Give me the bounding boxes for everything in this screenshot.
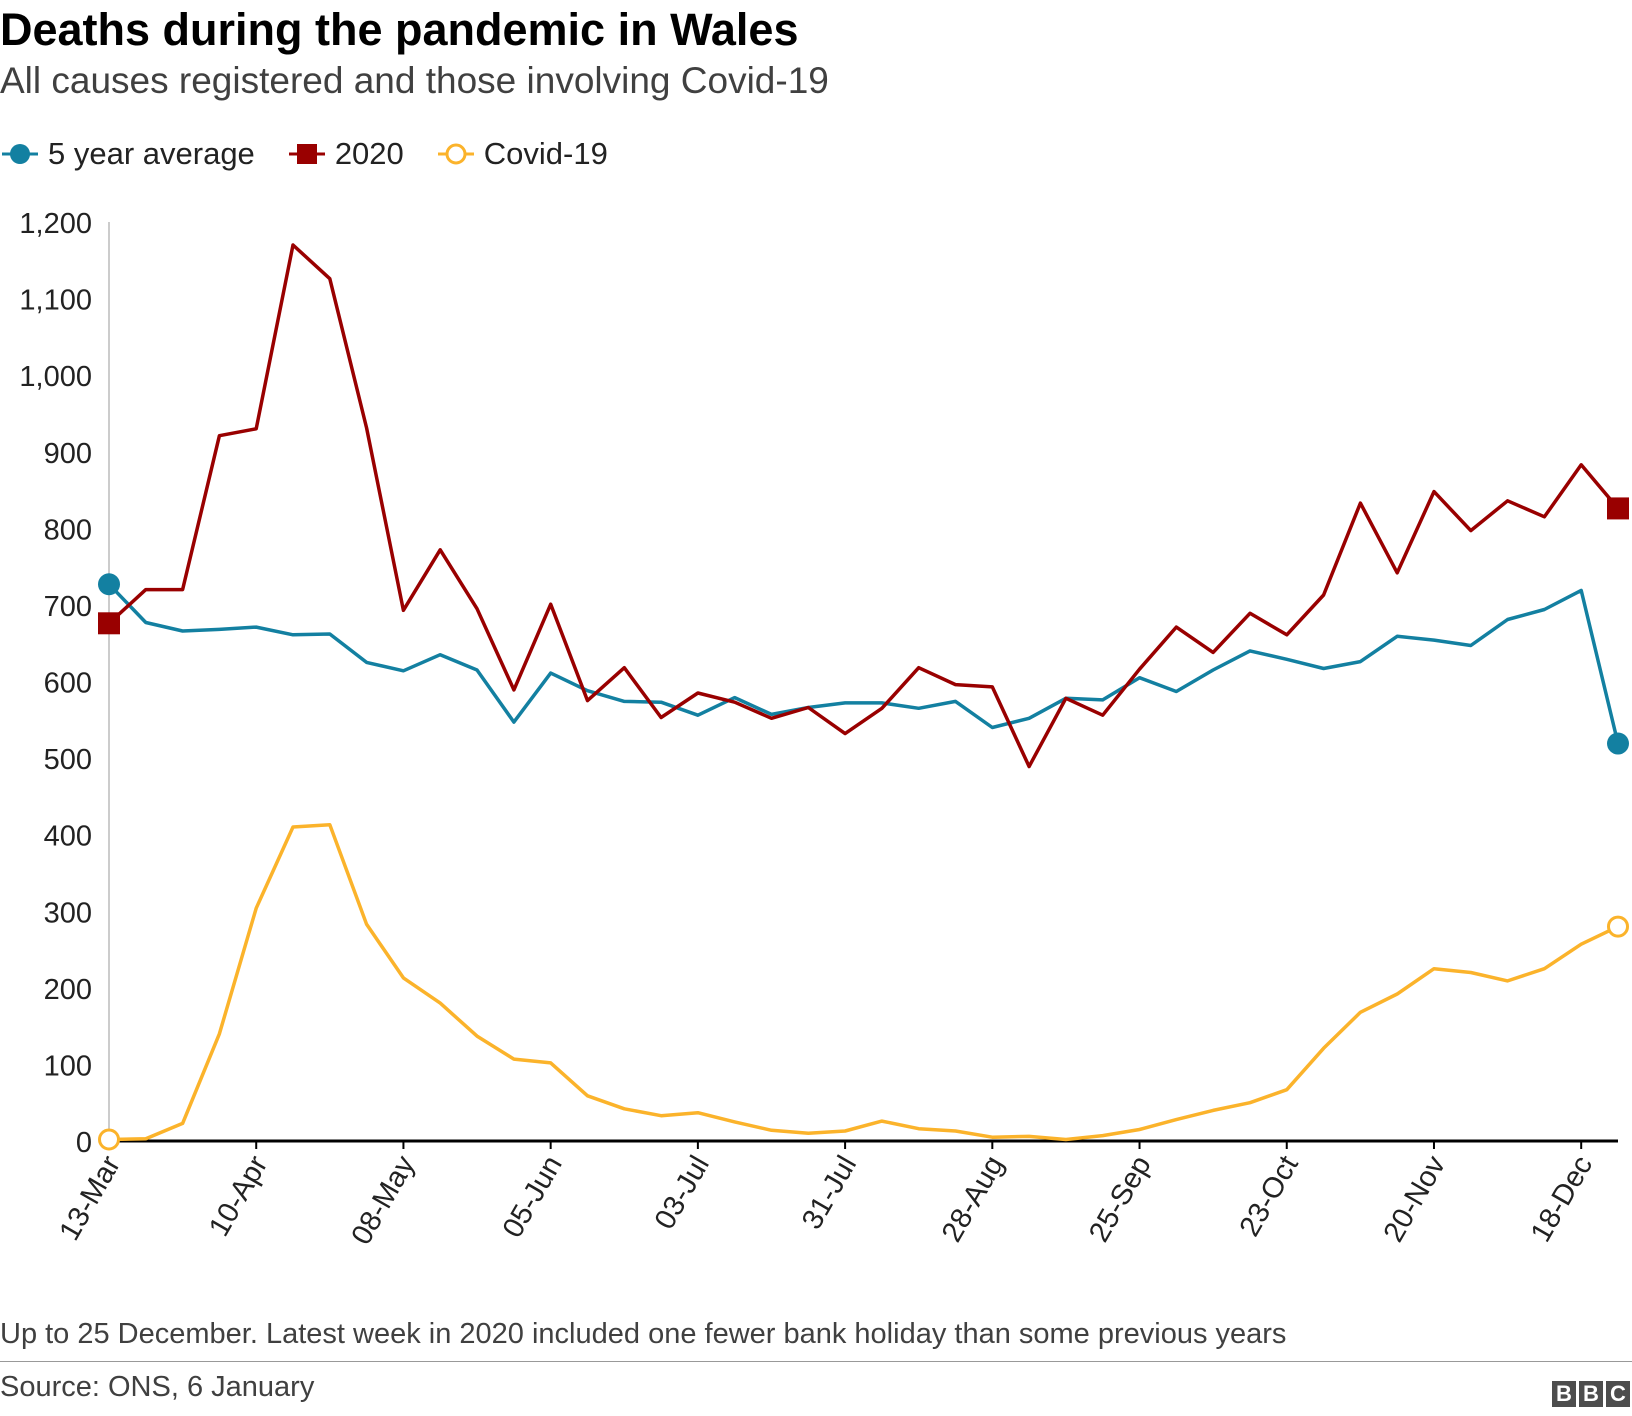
- y-tick-label: 800: [44, 514, 92, 546]
- series-markers: [98, 497, 1629, 1151]
- x-tick-label: 13-Mar: [53, 1150, 127, 1246]
- y-tick-label: 100: [44, 1050, 92, 1082]
- x-tick-label: 10-Apr: [203, 1150, 274, 1242]
- legend-marker-open-circle-icon: [437, 143, 474, 165]
- bbc-logo-letter: B: [1552, 1381, 1576, 1407]
- footnote: Up to 25 December. Latest week in 2020 i…: [0, 1318, 1287, 1350]
- legend-item-2020: 2020: [287, 136, 404, 172]
- y-tick-label: 200: [44, 974, 92, 1006]
- y-tick-label: 0: [76, 1127, 92, 1159]
- legend-label-5-year-average: 5 year average: [48, 136, 255, 171]
- series-line-covid: [108, 822, 1619, 1142]
- x-tick-label: 18-Dec: [1525, 1151, 1599, 1248]
- y-tick-label: 1,000: [19, 361, 92, 393]
- x-tick-label: 25-Sep: [1083, 1151, 1157, 1248]
- x-tick-label: 28-Aug: [936, 1151, 1010, 1248]
- series-line-y2020: [107, 243, 1620, 769]
- legend-item-5-year-average: 5 year average: [0, 136, 255, 172]
- y-tick-label: 400: [44, 821, 92, 853]
- x-tick-label: 31-Jul: [796, 1151, 863, 1235]
- x-axis: 13-Mar 10-Apr 08-May 05-Jun 03-Jul 31-Jul 28-A…: [53, 1139, 1618, 1250]
- data-point-avg: [98, 573, 120, 596]
- y-tick-label: 1,100: [19, 285, 92, 317]
- data-point-y2020: [1607, 497, 1629, 520]
- legend-marker-circle-icon: [2, 144, 38, 164]
- line-chart: 0 100 200 300 400 500 600 700 800 900 1,000 1,100 1,…: [19, 208, 1629, 1250]
- y-tick-label: 300: [44, 897, 92, 929]
- data-point-covid: [1607, 915, 1629, 938]
- series-line-avg: [107, 582, 1620, 744]
- legend-label-covid-19: Covid-19: [483, 136, 608, 171]
- legend-label-2020: 2020: [334, 136, 404, 171]
- y-tick-label: 900: [44, 438, 92, 470]
- y-tick-label: 1,200: [19, 208, 92, 240]
- bbc-logo-letter: C: [1606, 1381, 1630, 1407]
- data-point-y2020: [98, 612, 120, 635]
- y-tick-label: 600: [44, 668, 92, 700]
- y-tick-label: 700: [44, 591, 92, 623]
- legend: 5 year average 2020 Covid-19: [0, 134, 640, 174]
- data-point-covid: [98, 1128, 120, 1151]
- legend-marker-square-icon: [288, 144, 325, 164]
- x-tick-label: 08-May: [345, 1150, 421, 1250]
- x-tick-label: 05-Jun: [497, 1151, 569, 1244]
- chart-subtitle: All causes registered and those involvin…: [0, 60, 829, 101]
- divider: [0, 1361, 1632, 1362]
- data-point-avg: [1607, 732, 1629, 755]
- chart-title: Deaths during the pandemic in Wales: [0, 4, 799, 55]
- source-note: Source: ONS, 6 January: [0, 1371, 315, 1403]
- x-tick-label: 23-Oct: [1234, 1151, 1305, 1242]
- bbc-logo-letter: B: [1579, 1381, 1603, 1407]
- bbc-logo: B B C: [1552, 1381, 1630, 1407]
- x-tick-label: 03-Jul: [649, 1151, 716, 1235]
- series-lines: [107, 243, 1620, 1142]
- x-tick-label: 20-Nov: [1378, 1150, 1453, 1247]
- legend-item-covid-19: Covid-19: [436, 136, 608, 172]
- y-axis: 0 100 200 300 400 500 600 700 800 900 1,000 1,100 1,…: [19, 208, 110, 1159]
- y-tick-label: 500: [44, 744, 92, 776]
